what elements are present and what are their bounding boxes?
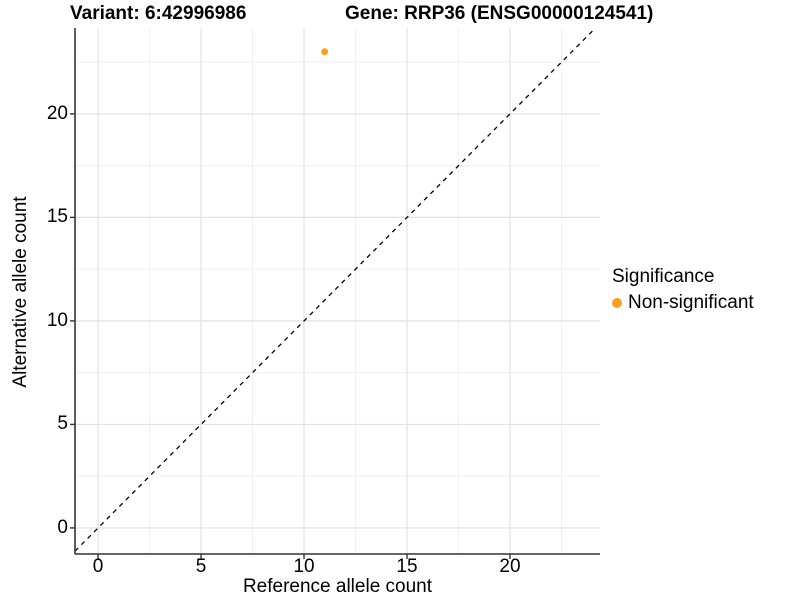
- y-tick-label: 10: [46, 309, 68, 331]
- y-tick-label: 20: [46, 102, 68, 124]
- y-tick-label: 15: [46, 206, 68, 228]
- x-tick-label: 15: [396, 556, 418, 577]
- y-tick-label: 5: [57, 413, 68, 435]
- legend-item-label: Non-significant: [628, 292, 754, 313]
- x-tick-label: 5: [195, 556, 207, 577]
- legend-item: Non-significant: [612, 292, 754, 314]
- x-tick-label: 10: [293, 556, 315, 577]
- plot-title-variant: Variant: 6:42996986: [70, 3, 247, 24]
- identity-dashed-line: [74, 27, 596, 552]
- x-axis-title: Reference allele count: [242, 576, 433, 597]
- x-tick-label: 20: [499, 556, 521, 577]
- y-axis-title: Alternative allele count: [10, 196, 31, 388]
- y-tick-label: 0: [57, 516, 68, 538]
- data-point: [321, 48, 329, 56]
- legend: Significance Non-significant: [612, 265, 754, 314]
- plot-title-gene: Gene: RRP36 (ENSG00000124541): [345, 3, 654, 24]
- x-tick-label: 0: [92, 556, 104, 577]
- legend-point-icon: [612, 298, 622, 308]
- legend-title: Significance: [612, 266, 715, 287]
